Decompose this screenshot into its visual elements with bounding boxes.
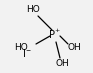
Text: OH: OH bbox=[68, 42, 82, 51]
Text: +: + bbox=[54, 28, 59, 34]
Text: OH: OH bbox=[56, 58, 70, 68]
Text: P: P bbox=[49, 30, 55, 40]
Text: HO: HO bbox=[14, 42, 28, 51]
Text: I: I bbox=[23, 49, 25, 59]
Text: HO: HO bbox=[26, 5, 40, 15]
Text: −: − bbox=[26, 48, 31, 52]
